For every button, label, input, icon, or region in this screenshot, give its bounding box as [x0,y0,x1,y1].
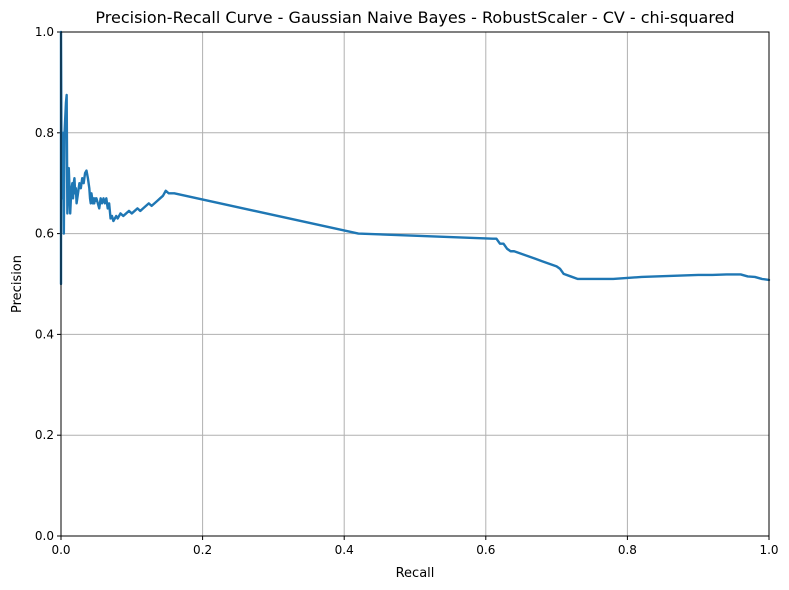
y-tick-label: 0.8 [35,126,54,140]
x-tick-label: 0.4 [335,543,354,557]
y-tick-label: 0.2 [35,428,54,442]
x-axis-label: Recall [396,566,435,581]
axis-ticks: 0.0 0.2 0.4 0.6 0.8 1.0 0.0 0.2 0.4 0.6 0.8 1.0 [35,25,779,557]
y-tick-label: 1.0 [35,25,54,39]
y-tick-label: 0.4 [35,327,54,341]
x-tick-label: 0.0 [51,543,70,557]
chart-title: Precision-Recall Curve - Gaussian Naive … [95,8,734,27]
y-axis-label: Precision [10,255,25,313]
pr-curve-line [59,30,771,286]
x-tick-label: 0.6 [476,543,495,557]
x-tick-label: 0.8 [618,543,637,557]
y-tick-label: 0.6 [35,227,54,241]
y-tick-label: 0.0 [35,529,54,543]
series-layer [59,30,771,286]
x-tick-label: 0.2 [193,543,212,557]
x-tick-label: 1.0 [759,543,778,557]
plot-frame [60,31,770,537]
